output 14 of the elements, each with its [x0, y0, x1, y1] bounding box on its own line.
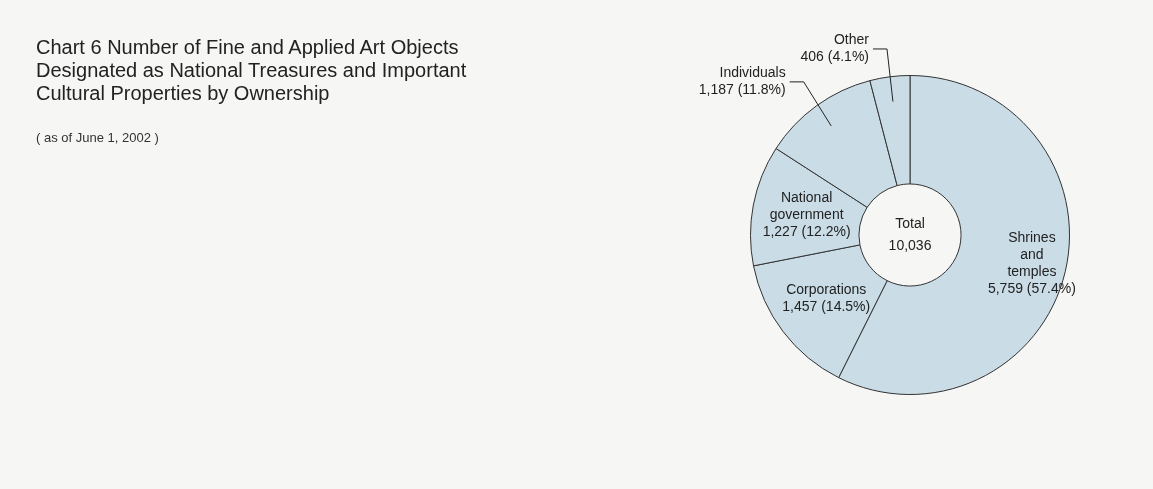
slice-label: Corporations — [786, 281, 867, 298]
text: ( as of June 1, 2002 ) — [36, 130, 159, 145]
data-label: 1,187 (11.8%) — [698, 81, 786, 98]
text: Chart 6 Number of Fine and Applied Art Objects Designated as National Treasures and Important Cultural Properties by Ownership — [36, 36, 468, 105]
data-label: 1,457 (14.5%) — [782, 298, 871, 315]
slice-label: Shrines and temples — [1007, 229, 1057, 280]
slice-label: Individuals — [719, 64, 786, 81]
slice-label: National government — [769, 189, 844, 223]
text: 10,036 — [888, 236, 932, 253]
text: Total — [895, 214, 925, 231]
data-label: 5,759 (57.4%) — [987, 280, 1076, 297]
data-label: 406 (4.1%) — [800, 48, 869, 65]
slice-label: Other — [833, 31, 870, 48]
data-label: 1,227 (12.2%) — [762, 223, 851, 240]
